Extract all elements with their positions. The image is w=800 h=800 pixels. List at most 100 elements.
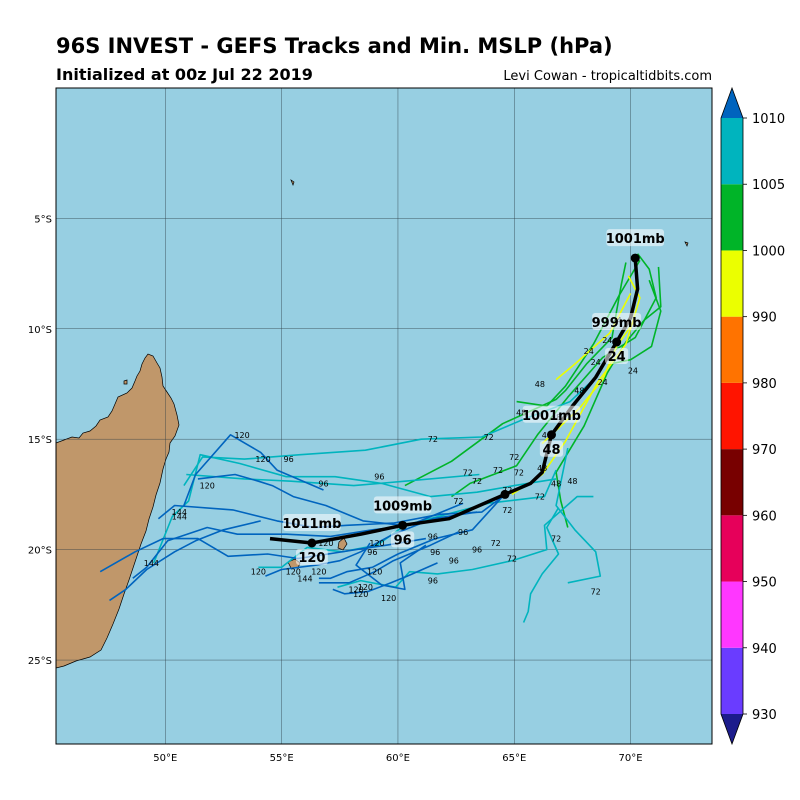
forecast-hour-label: 96 (318, 479, 328, 488)
mean-hour-label: 96 (394, 533, 412, 548)
colorbar-label: 1000 (752, 244, 785, 259)
hour-label-box (295, 549, 328, 566)
seychelles-island (290, 179, 295, 187)
forecast-hour-label: 144 (172, 508, 187, 517)
forecast-hour-label: 48 (574, 387, 584, 396)
track-marker-dot (307, 538, 317, 548)
colorbar-band (721, 184, 743, 251)
colorbar-label: 990 (752, 311, 777, 326)
forecast-hour-label: 72 (551, 535, 561, 544)
forecast-hour-label: 96 (374, 473, 384, 482)
forecast-hour-label: 72 (493, 466, 503, 475)
colorbar-extend-high (721, 88, 743, 118)
pressure-label: 1011mb (282, 517, 341, 532)
ensemble-track-line (332, 562, 438, 595)
pressure-label-box (283, 514, 341, 532)
forecast-hour-label: 24 (584, 347, 594, 356)
axis-ticks: 50°E 55°E 60°E 65°E 70°E 5°S 10°S 15°S 20°S 25°S (28, 214, 643, 764)
ensemble-track-line (355, 542, 427, 591)
forecast-hour-label: 144 (172, 512, 187, 521)
forecast-hour-label: 48 (551, 479, 561, 488)
forecast-hour-label: 96 (428, 532, 438, 541)
forecast-hour-label: 120 (348, 585, 363, 594)
colorbar: 930 940 950 960 970 980 990 1000 1005 1010 (720, 86, 785, 746)
colorbar-extend-low (721, 714, 743, 744)
colorbar-band (721, 118, 743, 185)
forecast-hour-label: 24 (628, 367, 638, 376)
ensemble-track-line (555, 447, 602, 584)
forecast-hour-label: 144 (144, 559, 159, 568)
forecast-hour-label: 72 (514, 468, 524, 477)
forecast-hour-label: 72 (472, 477, 482, 486)
forecast-hour-label: 72 (502, 486, 512, 495)
forecast-hour-label: 96 (430, 548, 440, 557)
forecast-hour-label: 120 (353, 590, 368, 599)
mean-hour-label: 24 (608, 350, 626, 365)
colorbar-band (721, 581, 743, 648)
agalega-island (684, 241, 689, 247)
colorbar-label: 960 (752, 509, 777, 524)
forecast-hour-label: 120 (369, 539, 384, 548)
track-marker-dot (500, 489, 510, 499)
lon-tick-label: 50°E (153, 753, 177, 764)
forecast-hour-label: 96 (284, 455, 294, 464)
hour-label-box (605, 348, 629, 365)
ensemble-track-line (451, 253, 658, 498)
pressure-label-box (592, 313, 642, 331)
track-marker-dot (546, 430, 556, 440)
colorbar-band (721, 647, 743, 714)
colorbar-band (721, 449, 743, 516)
lat-tick-label: 5°S (34, 214, 52, 225)
pressure-label: 1001mb (606, 232, 665, 247)
colorbar-label: 970 (752, 443, 777, 458)
forecast-hour-label: 48 (542, 431, 552, 440)
lat-tick-label: 10°S (28, 325, 52, 336)
lat-tick-label: 25°S (28, 656, 52, 667)
forecast-hour-label: 120 (255, 455, 270, 464)
forecast-hour-label: 72 (591, 588, 601, 597)
forecast-hour-label: 120 (318, 539, 333, 548)
ensemble-track-line (318, 531, 459, 584)
chart-subtitle: Initialized at 00z Jul 22 2019 (56, 65, 313, 84)
ensemble-track-line (404, 262, 627, 487)
forecast-hour-label: 120 (286, 568, 301, 577)
forecast-hour-label: 120 (311, 568, 326, 577)
forecast-hour-label: 72 (491, 539, 501, 548)
forecast-hour-label: 72 (509, 453, 519, 462)
forecast-hour-label: 96 (449, 557, 459, 566)
forecast-hour-label: 120 (200, 482, 215, 491)
mean-hour-label: 48 (542, 443, 560, 458)
pressure-label-box (373, 496, 432, 514)
pressure-label: 999mb (592, 316, 642, 331)
lon-tick-label: 60°E (386, 753, 410, 764)
lon-tick-label: 65°E (502, 753, 526, 764)
forecast-hour-label: 120 (358, 583, 373, 592)
ensemble-track-line (522, 507, 560, 623)
pressure-label-box (522, 405, 581, 423)
track-marker-dot (398, 520, 408, 530)
forecast-hour-label: 96 (428, 577, 438, 586)
forecast-hour-label: 72 (484, 433, 494, 442)
ensemble-track-line (183, 433, 324, 506)
forecast-hour-label: 48 (535, 380, 545, 389)
ensemble-track-line (318, 496, 504, 580)
forecast-hour-label: 72 (453, 497, 463, 506)
forecast-hour-label: 48 (516, 409, 526, 418)
forecast-hour-label: 120 (234, 431, 249, 440)
colorbar-label: 980 (752, 377, 777, 392)
track-marker-dot (630, 253, 640, 263)
forecast-hour-label: 72 (507, 554, 517, 563)
forecast-hour-label: 24 (602, 336, 612, 345)
comoros-island (123, 379, 128, 385)
chart-title: 96S INVEST - GEFS Tracks and Min. MSLP (… (56, 34, 613, 58)
madagascar-landmass (56, 353, 180, 669)
forecast-hour-label: 24 (591, 358, 601, 367)
colorbar-band (721, 250, 743, 317)
forecast-hour-label: 96 (458, 528, 468, 537)
forecast-hour-label: 120 (251, 568, 266, 577)
map-frame (55, 87, 713, 745)
forecast-hour-label: 120 (367, 568, 382, 577)
lon-tick-label: 55°E (270, 753, 294, 764)
track-marker-dot (612, 337, 622, 347)
